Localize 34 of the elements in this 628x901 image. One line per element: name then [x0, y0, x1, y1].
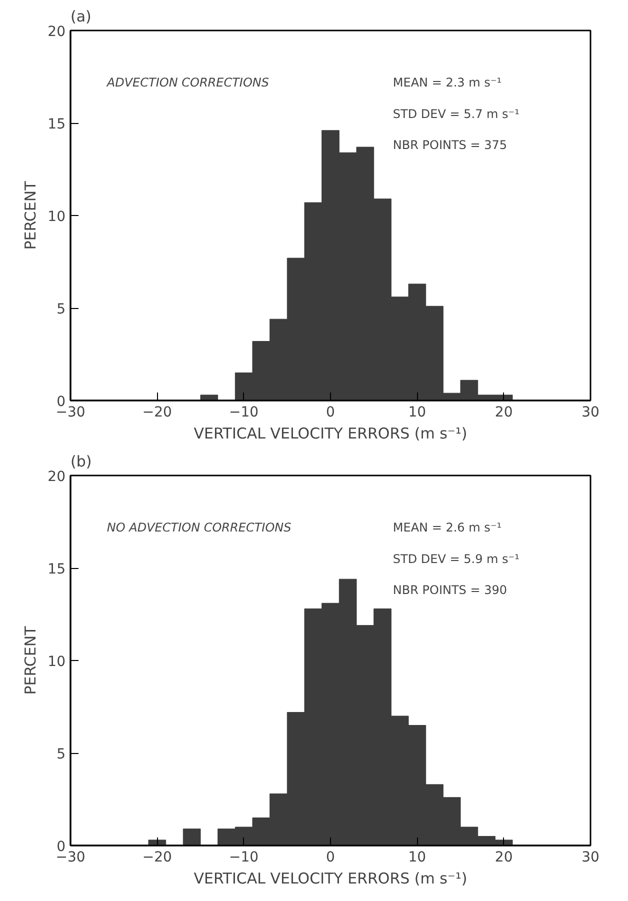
x-tick-label: 10 — [408, 404, 426, 420]
y-tick-label: 15 — [48, 116, 66, 132]
x-tick-label: 0 — [326, 850, 335, 866]
x-tick-label: 30 — [582, 850, 600, 866]
y-tick-label: 5 — [56, 746, 66, 762]
chart-title: (b) — [70, 452, 92, 470]
chart-title: (a) — [70, 8, 92, 26]
x-tick-label: −20 — [142, 850, 172, 866]
annotation: NO ADVECTION CORRECTIONS — [106, 520, 292, 534]
y-tick-label: 20 — [48, 469, 66, 485]
x-tick-label: −10 — [229, 850, 259, 866]
y-tick-label: 5 — [56, 302, 66, 318]
x-tick-label: 0 — [326, 404, 335, 420]
x-tick-label: 10 — [408, 850, 426, 866]
x-tick-label: −20 — [142, 404, 172, 420]
annotation: NBR POINTS = 390 — [392, 583, 507, 598]
annotation: MEAN = 2.6 m s⁻¹ — [392, 520, 502, 534]
y-tick-label: 10 — [48, 654, 66, 670]
x-tick-label: 30 — [582, 404, 600, 420]
annotation: MEAN = 2.3 m s⁻¹ — [392, 75, 502, 90]
y-axis-title: PERCENT — [22, 180, 40, 250]
annotation: NBR POINTS = 375 — [392, 138, 507, 152]
x-tick-label: −10 — [229, 404, 259, 420]
annotation: STD DEV = 5.9 m s⁻¹ — [392, 552, 520, 566]
annotation: STD DEV = 5.7 m s⁻¹ — [392, 106, 520, 121]
y-axis-title: PERCENT — [22, 625, 40, 695]
x-tick-label: 20 — [494, 404, 513, 420]
x-axis-title: VERTICAL VELOCITY ERRORS (m s⁻¹) — [194, 424, 468, 442]
y-tick-label: 10 — [48, 209, 66, 225]
x-axis-title: VERTICAL VELOCITY ERRORS (m s⁻¹) — [194, 870, 468, 888]
x-tick-label: 20 — [494, 850, 513, 866]
annotation: ADVECTION CORRECTIONS — [106, 75, 270, 90]
y-tick-label: 20 — [48, 24, 66, 40]
y-tick-label: 15 — [48, 562, 66, 578]
